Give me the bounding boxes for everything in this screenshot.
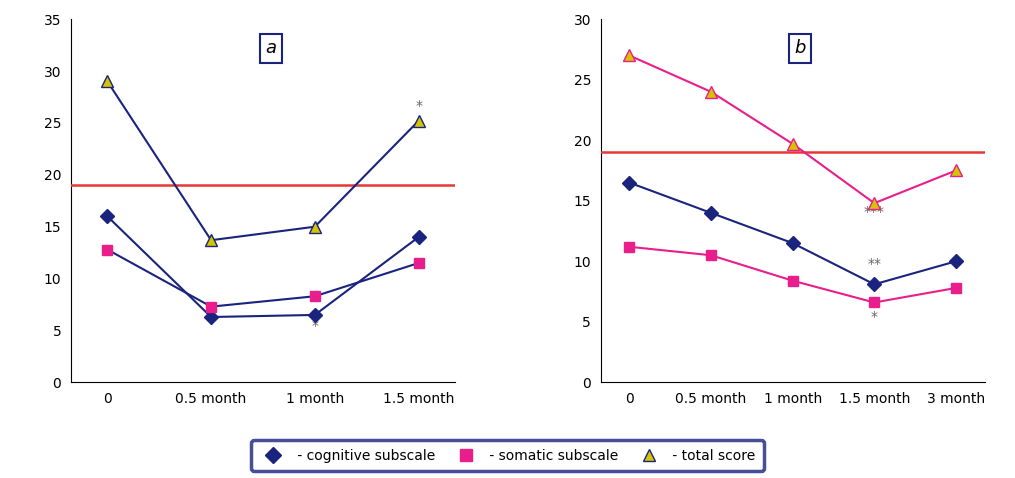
Text: ***: *** <box>864 205 885 219</box>
Text: *: * <box>312 221 319 235</box>
Legend:  - cognitive subscale,  - somatic subscale,  - total score: - cognitive subscale, - somatic subscale… <box>251 440 764 471</box>
Text: *: * <box>952 286 959 300</box>
Text: *: * <box>415 98 422 112</box>
Text: **: ** <box>867 257 881 271</box>
Text: *: * <box>312 318 319 333</box>
Text: *: * <box>871 310 878 324</box>
Text: b: b <box>795 39 806 57</box>
Text: a: a <box>265 39 276 57</box>
